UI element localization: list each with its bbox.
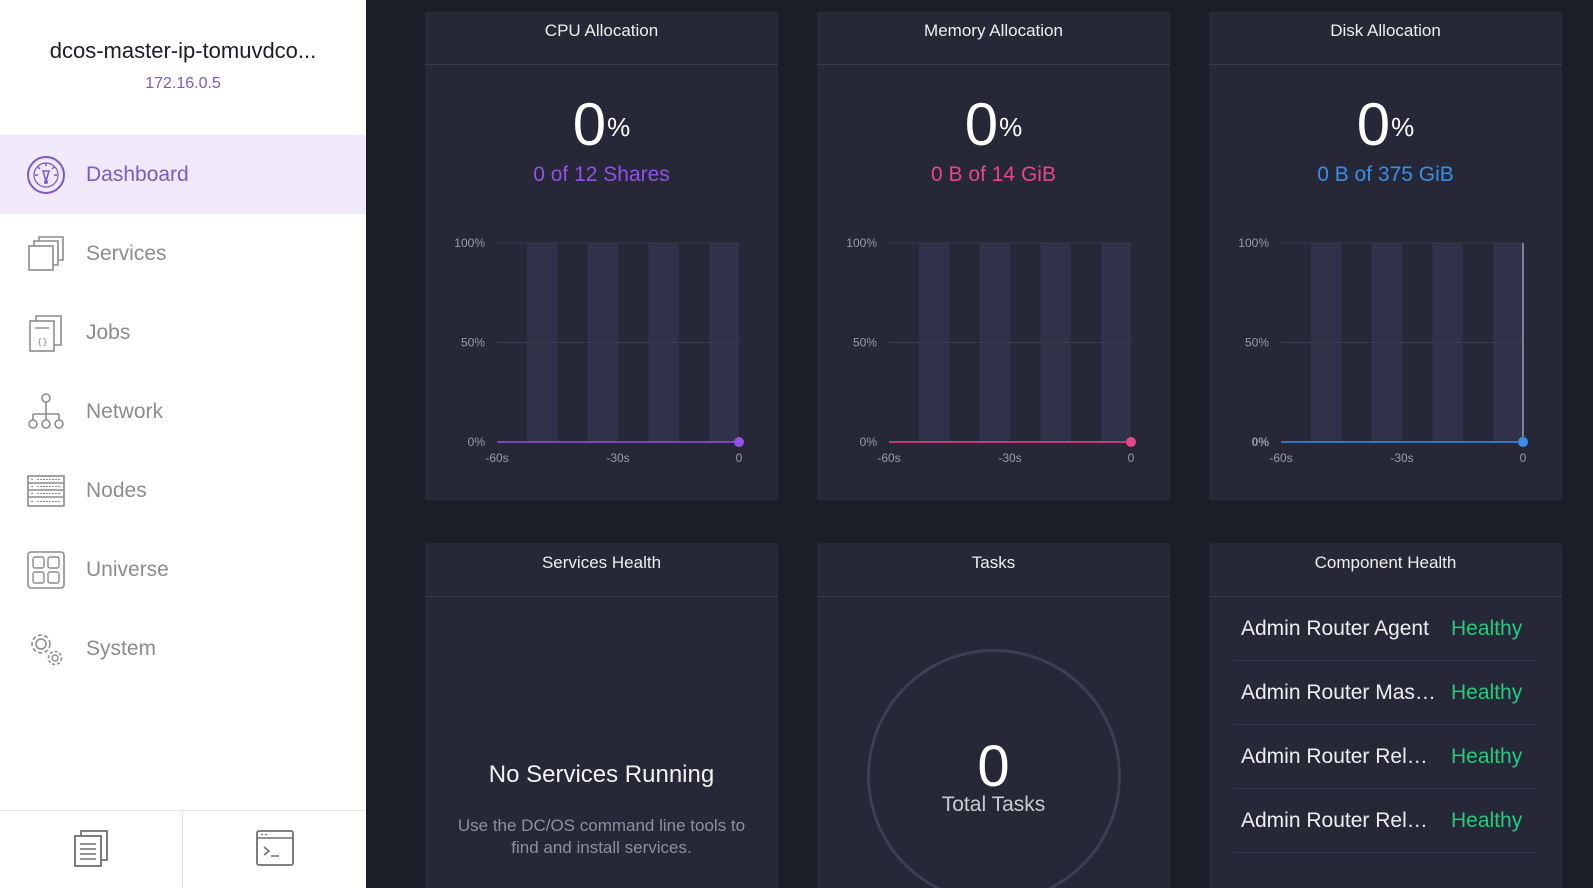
services-health-panel[interactable]: Services Health No Services Running Use … [425, 543, 778, 888]
status-badge: Healthy [1451, 616, 1523, 640]
data-point [1126, 437, 1136, 447]
panel-title: Disk Allocation [1209, 11, 1562, 65]
tasks-ring [867, 649, 1121, 888]
svg-text:{}: {} [37, 338, 48, 348]
x-tick-label: 0 [736, 451, 743, 465]
y-tick-label: 50% [853, 336, 877, 350]
panel-title: Tasks [817, 543, 1170, 597]
dashboard-main: CPU Allocation 0% 0 of 12 Shares 100% 50%… [366, 0, 1593, 888]
no-services-title: No Services Running [488, 761, 715, 788]
sidebar-item-services[interactable]: Services [0, 214, 366, 293]
data-point [1518, 437, 1528, 447]
total-tasks-count: 0 [977, 734, 1010, 799]
sidebar-item-label: System [86, 636, 157, 660]
cpu-percent: 0% [572, 91, 631, 158]
list-item[interactable]: Admin Router Reloader Healthy [1233, 725, 1538, 789]
x-tick-label: -30s [1390, 451, 1413, 465]
disk-percent: 0% [1356, 91, 1415, 158]
sidebar-item-network[interactable]: Network [0, 372, 366, 451]
list-item[interactable]: Admin Router Master Healthy [1233, 661, 1538, 725]
documentation-icon [72, 828, 110, 873]
x-tick-label: 0 [1520, 451, 1527, 465]
sidebar-footer [0, 810, 366, 888]
list-item[interactable]: Admin Router Agent Healthy [1233, 597, 1538, 661]
data-point [734, 437, 744, 447]
nodes-icon [26, 471, 66, 511]
memory-usage: 0 B of 14 GiB [931, 163, 1056, 186]
universe-icon [26, 550, 66, 590]
no-services-description: Use the DC/OS command line tools to find… [457, 816, 746, 857]
dashboard-icon [26, 155, 66, 195]
disk-usage: 0 B of 375 GiB [1317, 163, 1454, 186]
x-tick-label: -60s [877, 451, 900, 465]
y-tick-label: 0% [860, 435, 878, 449]
jobs-icon: {} [26, 313, 66, 353]
disk-chart: 100% 50% 0% -60s -30s 0 [1238, 236, 1528, 465]
sidebar: dcos-master-ip-tomuvdco... 172.16.0.5 Da… [0, 0, 366, 888]
y-tick-label: 0% [468, 435, 486, 449]
panel-title: Component Health [1209, 543, 1562, 597]
y-tick-label: 100% [454, 236, 485, 250]
memory-allocation-panel[interactable]: Memory Allocation 0% 0 B of 14 GiB 100% 5… [817, 11, 1170, 501]
y-tick-label: 100% [1238, 236, 1269, 250]
x-tick-label: 0 [1128, 451, 1135, 465]
network-icon [26, 392, 66, 432]
panel-title: Services Health [425, 543, 778, 597]
component-name: Admin Router Reloader Timer [1241, 808, 1438, 832]
services-icon [26, 234, 66, 274]
y-tick-label: 50% [461, 336, 485, 350]
tasks-panel[interactable]: Tasks 0 Total Tasks [817, 543, 1170, 888]
x-tick-label: -60s [485, 451, 508, 465]
cli-button[interactable] [183, 811, 366, 888]
sidebar-item-label: Network [86, 399, 164, 423]
component-health-panel[interactable]: Component Health Admin Router Agent Heal… [1209, 543, 1562, 888]
sidebar-item-jobs[interactable]: {} Jobs [0, 293, 366, 372]
status-badge: Healthy [1451, 744, 1523, 768]
x-tick-label: -60s [1269, 451, 1292, 465]
component-name: Admin Router Reloader [1241, 744, 1438, 768]
y-tick-label: 100% [846, 236, 877, 250]
x-tick-label: -30s [606, 451, 629, 465]
panel-title: Memory Allocation [817, 11, 1170, 65]
cpu-chart: 100% 50% 0% -60s -30s 0 [454, 236, 744, 465]
list-item[interactable]: Admin Router Reloader Timer Healthy [1233, 789, 1538, 853]
sidebar-item-label: Jobs [86, 320, 131, 344]
sidebar-item-label: Universe [86, 557, 169, 581]
sidebar-item-label: Services [86, 241, 167, 265]
status-badge: Healthy [1451, 808, 1523, 832]
system-icon [26, 629, 66, 669]
documentation-button[interactable] [0, 811, 183, 888]
memory-percent: 0% [964, 91, 1023, 158]
memory-chart: 100% 50% 0% -60s -30s 0 [846, 236, 1136, 465]
sidebar-item-system[interactable]: System [0, 609, 366, 688]
sidebar-nav: Dashboard Services {} Jobs [0, 135, 366, 688]
cluster-ip: 172.16.0.5 [145, 75, 221, 92]
sidebar-item-label: Dashboard [86, 162, 189, 186]
component-name: Admin Router Master [1241, 680, 1438, 704]
sidebar-item-universe[interactable]: Universe [0, 530, 366, 609]
panel-title: CPU Allocation [425, 11, 778, 65]
status-badge: Healthy [1451, 680, 1523, 704]
sidebar-item-label: Nodes [86, 478, 147, 502]
cli-terminal-icon [255, 829, 295, 872]
disk-allocation-panel[interactable]: Disk Allocation 0% 0 B of 375 GiB 100% 50… [1209, 11, 1562, 501]
x-tick-label: -30s [998, 451, 1021, 465]
cluster-name[interactable]: dcos-master-ip-tomuvdco... [49, 38, 317, 63]
component-health-list: Admin Router Agent Healthy Admin Router … [1233, 597, 1538, 853]
total-tasks-label: Total Tasks [941, 793, 1046, 816]
sidebar-item-dashboard[interactable]: Dashboard [0, 135, 366, 214]
y-tick-label: 50% [1245, 336, 1269, 350]
y-tick-label: 0% [1252, 435, 1270, 449]
sidebar-item-nodes[interactable]: Nodes [0, 451, 366, 530]
component-name: Admin Router Agent [1241, 616, 1429, 640]
cpu-allocation-panel[interactable]: CPU Allocation 0% 0 of 12 Shares 100% 50%… [425, 11, 778, 501]
cpu-shares: 0 of 12 Shares [533, 163, 670, 186]
